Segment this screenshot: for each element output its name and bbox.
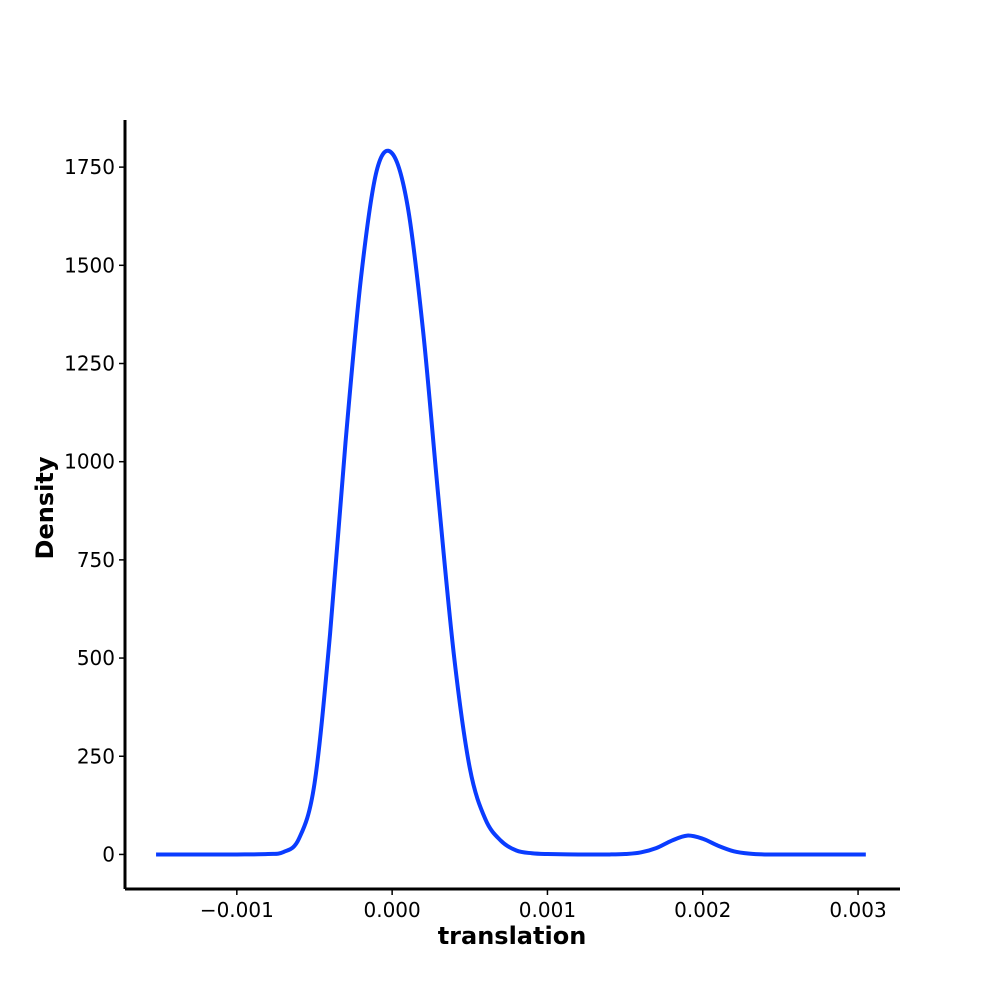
density-line: [156, 148, 866, 857]
y-tick-label: 0: [102, 842, 115, 866]
x-tick-label: 0.001: [519, 898, 576, 922]
plot-area: [156, 148, 866, 857]
y-tick-label: 1500: [64, 253, 115, 277]
y-tick-label: 250: [77, 744, 115, 768]
y-axis-title: Density: [31, 456, 59, 559]
y-tick-label: 1750: [64, 155, 115, 179]
y-tick-label: 1250: [64, 352, 115, 376]
x-tick-label: 0.002: [674, 898, 731, 922]
x-tick-label: 0.000: [364, 898, 421, 922]
x-axis-title: translation: [438, 922, 587, 950]
y-tick-label: 750: [77, 548, 115, 572]
y-tick-label: 500: [77, 646, 115, 670]
axes: −0.001 0.000 0.001 0.002 0.003 0 250 500 750 1000…: [64, 120, 900, 922]
y-tick-label: 1000: [64, 450, 115, 474]
x-tick-label: −0.001: [200, 898, 274, 922]
x-tick-label: 0.003: [829, 898, 886, 922]
